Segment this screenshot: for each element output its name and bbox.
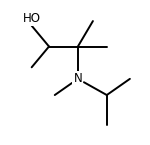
- Text: HO: HO: [22, 12, 40, 25]
- Text: N: N: [74, 72, 82, 85]
